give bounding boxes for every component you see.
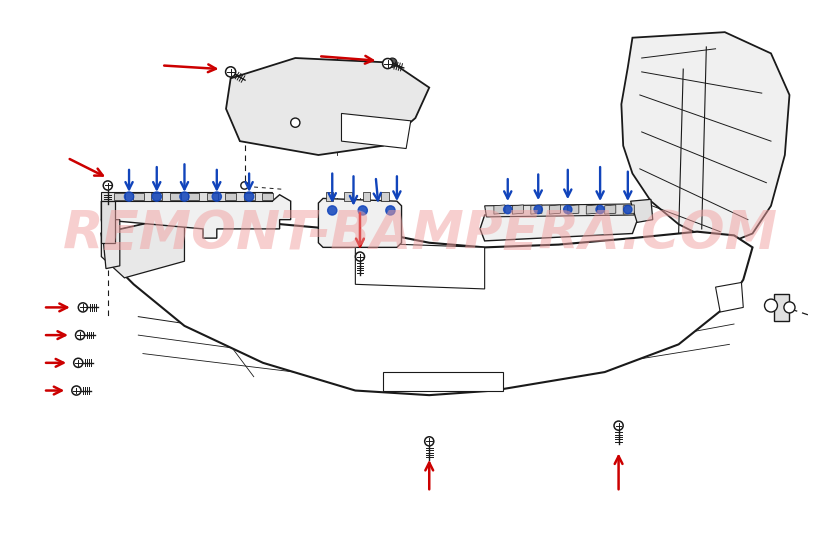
Polygon shape (485, 204, 634, 217)
Polygon shape (225, 193, 236, 200)
Polygon shape (480, 206, 640, 241)
Polygon shape (568, 205, 579, 214)
Circle shape (103, 181, 113, 190)
Circle shape (76, 331, 85, 339)
Polygon shape (170, 193, 181, 200)
Circle shape (504, 205, 512, 214)
Polygon shape (586, 205, 597, 214)
Circle shape (784, 302, 795, 313)
Polygon shape (326, 192, 333, 201)
Polygon shape (188, 193, 199, 200)
Circle shape (241, 182, 248, 189)
Polygon shape (381, 192, 389, 201)
Circle shape (226, 67, 236, 77)
Circle shape (425, 437, 433, 446)
Circle shape (764, 299, 778, 312)
Polygon shape (622, 32, 790, 243)
Circle shape (382, 59, 393, 68)
Circle shape (180, 192, 189, 201)
Circle shape (534, 205, 543, 214)
Polygon shape (244, 193, 255, 200)
Polygon shape (531, 205, 542, 214)
Circle shape (74, 358, 83, 368)
Circle shape (124, 192, 134, 201)
Circle shape (152, 192, 161, 201)
Circle shape (596, 205, 604, 214)
Polygon shape (512, 205, 523, 214)
Polygon shape (344, 192, 352, 201)
Circle shape (386, 206, 395, 215)
Circle shape (291, 118, 300, 128)
Circle shape (614, 421, 623, 430)
Polygon shape (342, 113, 411, 148)
Polygon shape (605, 205, 616, 214)
Polygon shape (774, 294, 790, 321)
Polygon shape (383, 372, 503, 390)
Polygon shape (102, 192, 272, 201)
Polygon shape (102, 201, 115, 243)
Polygon shape (102, 215, 185, 278)
Polygon shape (114, 193, 125, 200)
Polygon shape (363, 192, 370, 201)
Polygon shape (494, 205, 505, 214)
Polygon shape (226, 58, 429, 155)
Polygon shape (631, 199, 653, 222)
Polygon shape (102, 215, 753, 395)
Circle shape (355, 252, 365, 261)
Polygon shape (102, 220, 120, 269)
Polygon shape (207, 193, 218, 200)
Polygon shape (262, 193, 273, 200)
Circle shape (623, 205, 632, 214)
Circle shape (72, 386, 81, 395)
Polygon shape (355, 243, 485, 289)
Circle shape (358, 206, 367, 215)
Circle shape (78, 303, 87, 312)
Circle shape (564, 205, 572, 214)
Polygon shape (133, 193, 144, 200)
Circle shape (226, 67, 235, 77)
Polygon shape (151, 193, 162, 200)
Polygon shape (549, 205, 560, 214)
Polygon shape (716, 283, 743, 312)
Circle shape (213, 192, 222, 201)
Text: REMONT-BAMPERA.COM: REMONT-BAMPERA.COM (62, 208, 778, 259)
Circle shape (244, 192, 254, 201)
Circle shape (328, 206, 337, 215)
Polygon shape (623, 205, 634, 214)
Polygon shape (102, 195, 291, 238)
Circle shape (388, 58, 397, 67)
Polygon shape (318, 198, 402, 247)
